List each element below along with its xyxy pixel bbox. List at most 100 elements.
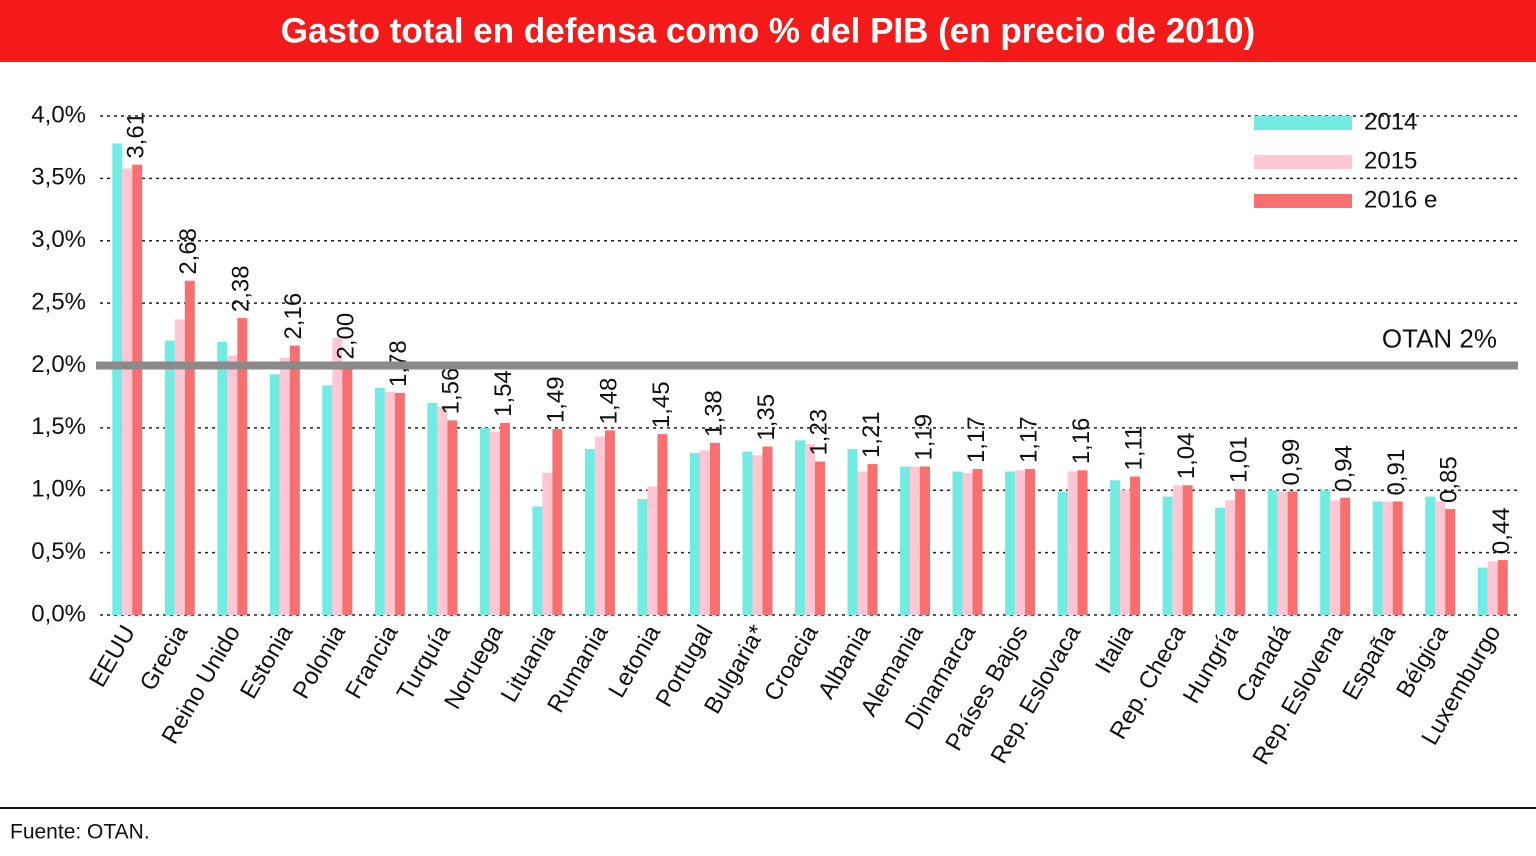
- bar: [279, 358, 290, 615]
- bar: [479, 427, 490, 615]
- bar: [1015, 470, 1026, 615]
- source: Fuente: OTAN.: [10, 821, 150, 844]
- bar: [374, 387, 385, 615]
- value-label: 1,17: [1015, 416, 1042, 463]
- value-label: 0,99: [1278, 439, 1305, 486]
- bar: [112, 143, 123, 615]
- y-tick-label: 1,5%: [31, 413, 86, 440]
- value-label: 0,94: [1331, 445, 1358, 492]
- value-label: 1,21: [858, 411, 885, 458]
- legend-label: 2014: [1364, 108, 1417, 135]
- bar: [1005, 471, 1016, 615]
- bar: [1477, 567, 1488, 615]
- bar: [637, 498, 648, 615]
- bar: [164, 340, 175, 615]
- value-label: 1,01: [1225, 436, 1252, 483]
- bar: [394, 392, 405, 615]
- value-label: 2,38: [228, 265, 255, 312]
- bar: [795, 440, 805, 615]
- bar: [1120, 490, 1131, 615]
- bar: [752, 455, 763, 615]
- x-tick-label: Italia: [1090, 620, 1139, 678]
- value-label: 0,44: [1488, 507, 1515, 554]
- bar: [657, 434, 668, 615]
- value-label: 1,19: [910, 414, 937, 461]
- bar: [437, 406, 448, 615]
- bar: [1277, 491, 1288, 615]
- legend-swatch: [1254, 155, 1352, 169]
- bar: [552, 429, 563, 615]
- bar: [1130, 476, 1141, 615]
- value-label: 1,49: [543, 376, 570, 423]
- value-label: 1,35: [753, 394, 780, 441]
- y-tick-label: 4,0%: [31, 101, 86, 128]
- bar: [1067, 471, 1078, 615]
- bar: [1487, 561, 1498, 615]
- bar: [1077, 470, 1088, 615]
- value-label: 2,68: [175, 228, 202, 275]
- bar: [1320, 490, 1331, 615]
- bar: [217, 341, 228, 615]
- bar: [857, 471, 868, 615]
- value-label: 1,23: [805, 409, 832, 456]
- bar: [1382, 501, 1393, 615]
- bar: [815, 461, 825, 615]
- value-label: 1,56: [438, 368, 465, 415]
- bar: [184, 280, 195, 615]
- bar: [1425, 496, 1436, 615]
- legend-swatch: [1254, 194, 1352, 208]
- value-label: 2,16: [280, 293, 307, 340]
- bar: [1445, 508, 1456, 615]
- bar: [962, 472, 973, 615]
- legend-swatch: [1254, 116, 1352, 130]
- value-label: 2,00: [333, 313, 360, 360]
- bar: [174, 319, 185, 615]
- bar: [847, 449, 858, 615]
- bar: [689, 452, 700, 615]
- value-label: 1,17: [963, 416, 990, 463]
- bar: [647, 486, 658, 615]
- bar: [867, 464, 878, 615]
- bar: [1235, 489, 1246, 615]
- legend-label: 2015: [1364, 147, 1417, 174]
- y-tick-label: 3,0%: [31, 226, 86, 253]
- bar: [1340, 497, 1351, 615]
- bar: [427, 402, 438, 615]
- bar: [1392, 501, 1403, 615]
- bar: [289, 345, 300, 615]
- y-tick-label: 3,5%: [31, 164, 86, 191]
- x-tick-label: EEUU: [84, 621, 141, 692]
- value-label: 1,38: [700, 390, 727, 437]
- bar: [900, 466, 911, 615]
- value-label: 1,54: [490, 370, 517, 417]
- bar: [269, 374, 280, 615]
- value-label: 3,61: [123, 112, 150, 159]
- bar: [384, 391, 395, 615]
- value-label: 1,16: [1068, 418, 1095, 465]
- bar: [1182, 485, 1193, 615]
- bar: [332, 338, 343, 615]
- bar: [1225, 500, 1236, 615]
- bar: [709, 442, 720, 615]
- bar: [342, 365, 353, 615]
- bar: [910, 466, 921, 615]
- bar: [532, 506, 543, 615]
- value-label: 1,45: [648, 381, 675, 428]
- bar: [322, 385, 333, 615]
- x-tick-label: España: [1337, 620, 1401, 705]
- bar: [594, 436, 605, 615]
- value-label: 0,91: [1383, 449, 1410, 496]
- bar: [1330, 500, 1341, 615]
- bar: [762, 446, 773, 615]
- y-tick-label: 0,0%: [31, 600, 86, 627]
- value-label: 0,85: [1436, 456, 1463, 503]
- legend-label: 2016 e: [1364, 186, 1437, 213]
- value-label: 1,11: [1120, 426, 1147, 471]
- chart-title: Gasto total en defensa como % del PIB (e…: [281, 11, 1255, 50]
- reference-label: OTAN 2%: [1382, 323, 1497, 353]
- bar: [132, 164, 143, 615]
- bar: [1110, 480, 1121, 615]
- bar: [1025, 469, 1036, 615]
